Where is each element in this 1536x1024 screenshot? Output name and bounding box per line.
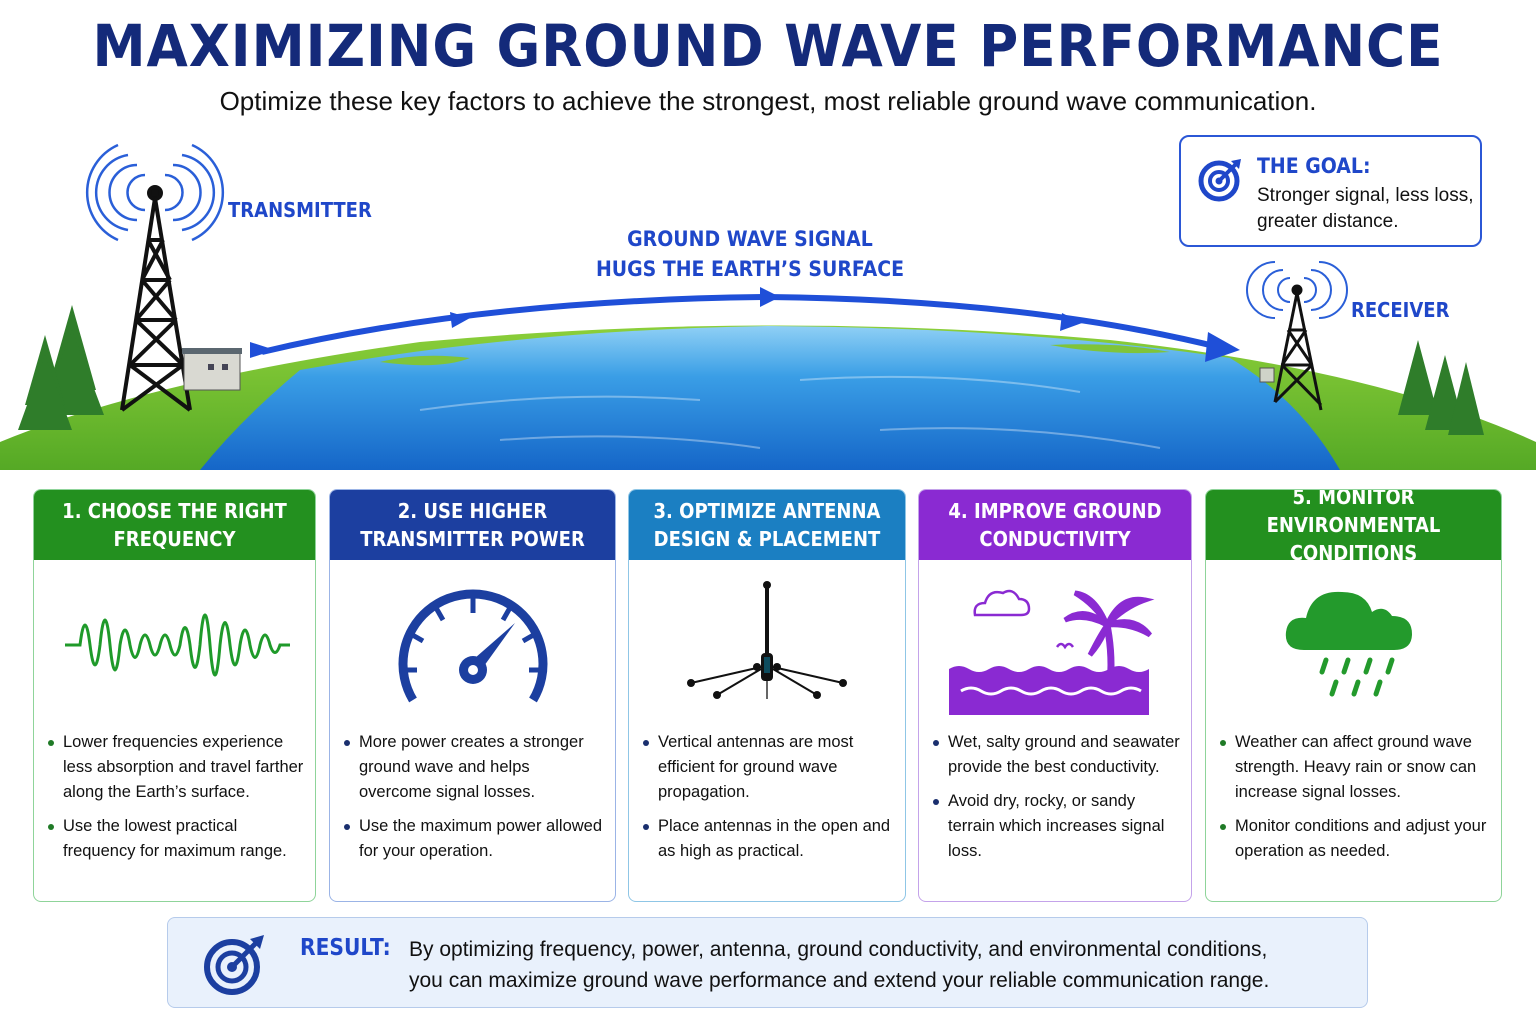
antenna-icon [629,560,905,730]
card-title: 3. OPTIMIZE ANTENNA DESIGN & PLACEMENT [629,490,905,560]
goal-callout: THE GOAL: Stronger signal, less loss, gr… [1179,135,1482,247]
bullet-list: Wet, salty ground and seawater provide t… [919,730,1191,864]
result-line1: By optimizing frequency, power, antenna,… [409,938,1268,961]
bullet-item: Place antennas in the open and as high a… [643,814,895,864]
receiver-building-icon [1259,367,1275,383]
receiver-signal-icon [1246,261,1348,319]
bullet-item: Use the lowest practical frequency for m… [48,814,305,864]
factor-cards: 1. CHOOSE THE RIGHT FREQUENCY Lower freq… [33,489,1503,903]
bullet-item: Weather can affect ground wave strength.… [1220,730,1491,805]
result-label: RESULT: [300,935,391,961]
signal-label-line2: HUGS THE EARTH’S SURFACE [595,257,905,281]
card-power: 2. USE HIGHER TRANSMITTER POWER More pow… [329,489,616,902]
bullet-item: Avoid dry, rocky, or sandy terrain which… [933,789,1181,864]
target-icon [1197,155,1245,208]
bullet-item: More power creates a stronger ground wav… [344,730,605,805]
ground-wave-arrow-icon [250,287,1240,362]
bullet-item: Lower frequencies experience less absorp… [48,730,305,805]
trees-right-icon [1398,340,1484,435]
transmitter-label: TRANSMITTER [228,198,372,222]
waveform-icon [34,560,315,730]
card-antenna: 3. OPTIMIZE ANTENNA DESIGN & PLACEMENT [628,489,906,902]
goal-title: THE GOAL: [1257,154,1371,178]
card-title: 2. USE HIGHER TRANSMITTER POWER [330,490,615,560]
bullet-list: More power creates a stronger ground wav… [330,730,615,864]
transmitter-signal-icon [85,143,225,242]
result-text: By optimizing frequency, power, antenna,… [409,934,1269,996]
ground-wave-scene: TRANSMITTER RECEIVER GROUND WAVE SIGNAL … [0,130,1536,470]
page-title: MAXIMIZING GROUND WAVE PERFORMANCE [92,12,1444,80]
card-frequency: 1. CHOOSE THE RIGHT FREQUENCY Lower freq… [33,489,316,902]
bullet-item: Vertical antennas are most efficient for… [643,730,895,805]
bullet-list: Lower frequencies experience less absorp… [34,730,315,864]
page-subtitle: Optimize these key factors to achieve th… [219,86,1317,116]
card-environment: 5. MONITOR ENVIRONMENTAL CONDITIONS Weat… [1205,489,1502,902]
bullet-item: Use the maximum power allowed for your o… [344,814,605,864]
card-conductivity: 4. IMPROVE GROUND CONDUCTIVITY Wet, salt… [918,489,1192,902]
card-title: 4. IMPROVE GROUND CONDUCTIVITY [919,490,1191,560]
gauge-icon [330,560,615,730]
station-building-icon [182,348,242,391]
receiver-tower-icon [1273,284,1323,411]
signal-label-line1: GROUND WAVE SIGNAL [627,227,873,251]
result-line2: you can maximize ground wave performance… [409,969,1270,992]
rain-cloud-icon [1206,560,1501,730]
bullet-item: Monitor conditions and adjust your opera… [1220,814,1491,864]
receiver-label: RECEIVER [1351,298,1450,322]
earth-sea [200,326,1340,470]
signal-label: GROUND WAVE SIGNAL HUGS THE EARTH’S SURF… [579,224,921,284]
card-title: 1. CHOOSE THE RIGHT FREQUENCY [34,490,315,560]
goal-text: Stronger signal, less loss, greater dist… [1257,185,1474,232]
earth-illustration [0,143,1536,470]
card-title: 5. MONITOR ENVIRONMENTAL CONDITIONS [1206,490,1501,565]
target-icon [202,931,268,1002]
bullet-item: Wet, salty ground and seawater provide t… [933,730,1181,780]
seawater-icon [919,560,1191,730]
trees-left-icon [18,305,104,430]
result-banner: RESULT: By optimizing frequency, power, … [167,917,1368,1008]
bullet-list: Weather can affect ground wave strength.… [1206,730,1501,864]
bullet-list: Vertical antennas are most efficient for… [629,730,905,864]
